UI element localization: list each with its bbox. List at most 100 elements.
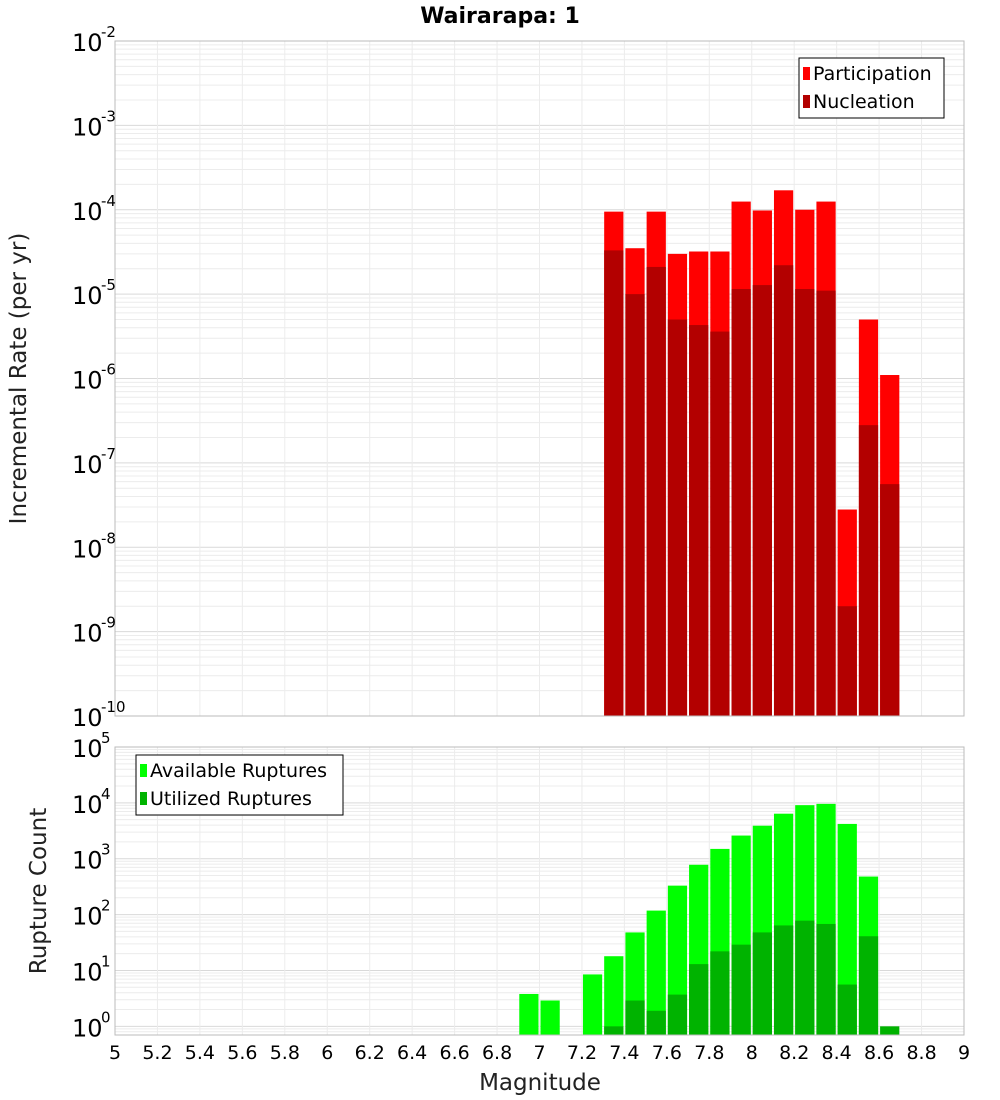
y-tick-exponent: -2 bbox=[101, 23, 116, 41]
y-tick-exponent: -4 bbox=[101, 192, 116, 210]
y-tick-label: 10 bbox=[72, 535, 103, 563]
y-tick-exponent: -9 bbox=[101, 614, 116, 632]
nucleation-bar bbox=[880, 484, 900, 716]
x-tick-label: 6.8 bbox=[482, 1042, 512, 1064]
y-tick-label: 10 bbox=[72, 903, 103, 931]
available-ruptures-bar bbox=[604, 956, 624, 1035]
nucleation-bar bbox=[837, 606, 857, 716]
utilized-ruptures-bar bbox=[837, 984, 857, 1035]
x-tick-label: 5.4 bbox=[185, 1042, 215, 1064]
top-chart-panel: 10-1010-910-810-710-610-510-410-310-2Inc… bbox=[6, 23, 965, 732]
x-tick-label: 8.8 bbox=[906, 1042, 936, 1064]
top-legend: Participation Nucleation bbox=[798, 57, 945, 119]
x-tick-labels: 5 5.2 5.4 5.6 5.8 6 6.2 6.4 6.6 6.8 7 7.2 7.4 7.6 7.8 8… bbox=[109, 1042, 970, 1064]
legend-box bbox=[135, 754, 344, 816]
legend-label: Utilized Ruptures bbox=[150, 788, 312, 810]
utilized-ruptures-bar bbox=[689, 964, 709, 1035]
legend-swatch bbox=[140, 764, 147, 777]
x-tick-label: 5.2 bbox=[142, 1042, 172, 1064]
x-tick-label: 9 bbox=[958, 1042, 970, 1064]
x-tick-label: 6 bbox=[321, 1042, 333, 1064]
y-tick-exponent: -6 bbox=[101, 361, 116, 379]
top-y-axis-label: Incremental Rate (per yr) bbox=[6, 233, 32, 525]
y-tick-label: 10 bbox=[72, 198, 103, 226]
bottom-y-axis-label: Rupture Count bbox=[26, 808, 52, 974]
y-tick-label: 10 bbox=[72, 367, 103, 395]
y-tick-label: 10 bbox=[72, 847, 103, 875]
utilized-ruptures-bar bbox=[604, 1026, 624, 1035]
nucleation-bar bbox=[689, 325, 709, 716]
y-tick-exponent: 3 bbox=[101, 841, 111, 859]
y-tick-exponent: 1 bbox=[101, 952, 111, 970]
utilized-ruptures-bar bbox=[795, 920, 815, 1035]
y-tick-exponent: -8 bbox=[101, 529, 116, 547]
x-tick-label: 5.8 bbox=[270, 1042, 300, 1064]
nucleation-bar bbox=[604, 250, 624, 717]
x-tick-label: 8 bbox=[746, 1042, 758, 1064]
utilized-ruptures-bar bbox=[710, 951, 730, 1035]
y-tick-label: 10 bbox=[72, 29, 103, 57]
legend-label: Nucleation bbox=[813, 91, 915, 113]
available-ruptures-bar bbox=[837, 823, 857, 1035]
x-tick-label: 7.6 bbox=[652, 1042, 682, 1064]
utilized-ruptures-bar bbox=[731, 944, 751, 1035]
y-tick-label: 10 bbox=[72, 735, 103, 763]
available-ruptures-bar bbox=[540, 1000, 560, 1035]
y-tick-label: 10 bbox=[72, 620, 103, 648]
y-tick-label: 10 bbox=[72, 791, 103, 819]
x-axis-label: Magnitude bbox=[479, 1070, 601, 1096]
y-tick-label: 10 bbox=[72, 958, 103, 986]
bottom-plot-frame bbox=[114, 746, 965, 1036]
y-tick-exponent: -5 bbox=[101, 276, 116, 294]
y-tick-exponent: 2 bbox=[101, 897, 111, 915]
utilized-ruptures-bar bbox=[773, 925, 794, 1035]
x-tick-label: 7.2 bbox=[567, 1042, 597, 1064]
x-tick-label: 5 bbox=[109, 1042, 121, 1064]
y-tick-exponent: -3 bbox=[101, 107, 116, 125]
x-tick-label: 6.2 bbox=[355, 1042, 385, 1064]
legend-box bbox=[798, 57, 945, 119]
nucleation-bar bbox=[773, 265, 794, 716]
bottom-bars bbox=[519, 803, 900, 1035]
utilized-ruptures-bar bbox=[625, 1000, 645, 1035]
y-tick-label: 10 bbox=[72, 451, 103, 479]
nucleation-bar bbox=[795, 289, 815, 716]
y-tick-exponent: -10 bbox=[101, 698, 126, 716]
utilized-ruptures-bar bbox=[858, 936, 879, 1035]
utilized-ruptures-bar bbox=[667, 994, 688, 1035]
legend-label: Available Ruptures bbox=[150, 760, 327, 782]
nucleation-bar bbox=[858, 425, 879, 716]
bottom-legend: Available Ruptures Utilized Ruptures bbox=[135, 754, 344, 816]
x-tick-label: 6.6 bbox=[439, 1042, 469, 1064]
y-tick-label: 10 bbox=[72, 282, 103, 310]
chart-title: Wairarapa: 1 bbox=[420, 4, 580, 29]
x-tick-label: 7.8 bbox=[694, 1042, 724, 1064]
legend-label: Participation bbox=[813, 63, 932, 85]
utilized-ruptures-bar bbox=[646, 1010, 666, 1035]
nucleation-bar bbox=[816, 290, 836, 716]
nucleation-bar bbox=[667, 319, 688, 716]
nucleation-bar bbox=[710, 331, 730, 716]
legend-swatch bbox=[803, 95, 810, 108]
nucleation-bar bbox=[646, 266, 666, 716]
y-tick-label: 10 bbox=[72, 113, 103, 141]
x-tick-label: 7 bbox=[533, 1042, 545, 1064]
x-tick-label: 8.6 bbox=[864, 1042, 894, 1064]
top-plot-frame bbox=[114, 40, 965, 717]
y-tick-exponent: -7 bbox=[101, 445, 116, 463]
legend-swatch bbox=[140, 792, 147, 805]
y-tick-label: 10 bbox=[72, 1014, 103, 1042]
legend-swatch bbox=[803, 67, 810, 80]
x-tick-label: 8.2 bbox=[779, 1042, 809, 1064]
x-tick-label: 8.4 bbox=[822, 1042, 852, 1064]
top-bars bbox=[604, 190, 900, 717]
top-grid bbox=[114, 41, 965, 717]
utilized-ruptures-bar bbox=[816, 923, 836, 1035]
y-tick-exponent: 4 bbox=[101, 785, 111, 803]
available-ruptures-bar bbox=[646, 910, 666, 1035]
y-tick-exponent: 0 bbox=[101, 1008, 111, 1026]
